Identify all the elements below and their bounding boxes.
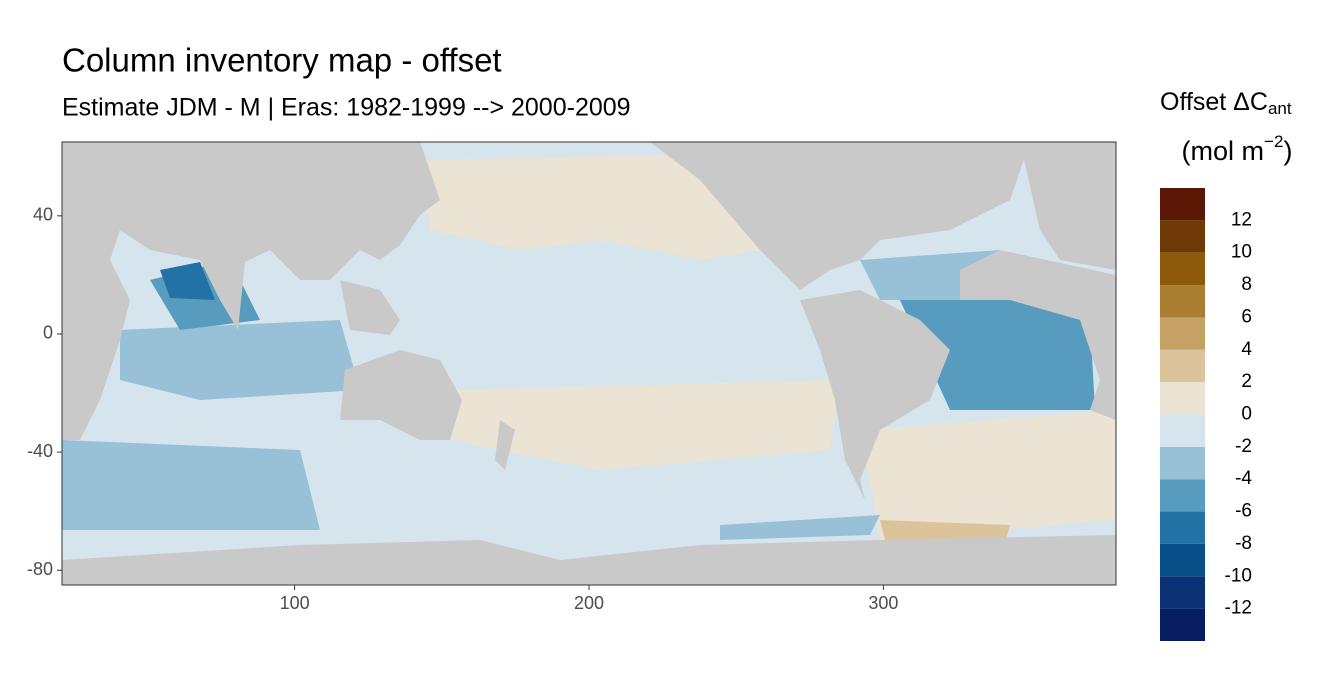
legend-unit-superscript: −2 (1264, 132, 1283, 151)
chart-title: Column inventory map - offset (62, 42, 502, 79)
legend-title-subscript: ant (1268, 99, 1292, 118)
legend-title: Offset ΔCant (1160, 88, 1292, 119)
legend-label: 6 (1241, 306, 1252, 327)
y-tick-label: 40 (33, 205, 53, 225)
legend-swatch (1160, 188, 1205, 221)
legend-title-main: Offset ΔC (1160, 88, 1268, 116)
x-tick-label: 300 (868, 593, 898, 613)
legend-swatch (1160, 446, 1205, 480)
y-tick-label: -80 (27, 559, 53, 579)
legend-unit-main: (mol m (1182, 136, 1265, 166)
legend-swatch (1160, 511, 1205, 544)
legend-label: 8 (1241, 274, 1252, 295)
legend-swatch (1160, 382, 1205, 415)
legend-label: -2 (1235, 436, 1252, 457)
x-tick-label: 200 (574, 593, 604, 613)
legend-swatch (1160, 576, 1205, 609)
legend-swatch (1160, 479, 1205, 512)
legend-swatch (1160, 414, 1205, 447)
legend-swatch (1160, 220, 1205, 253)
chart-subtitle: Estimate JDM - M | Eras: 1982-1999 --> 2… (62, 94, 631, 122)
legend-unit-end: ) (1283, 136, 1292, 166)
legend-swatch (1160, 285, 1205, 318)
legend-swatch (1160, 252, 1205, 286)
y-tick-label: -40 (27, 441, 53, 461)
legend-title-unit: (mol m−2) (1182, 132, 1293, 166)
legend-swatch (1160, 317, 1205, 350)
legend-swatch (1160, 543, 1205, 577)
legend-label: -6 (1235, 501, 1252, 522)
y-tick-label: 0 (43, 323, 53, 343)
legend-label: 2 (1241, 371, 1252, 392)
x-tick-label: 100 (280, 593, 310, 613)
legend-label: 0 (1241, 404, 1252, 425)
legend-label: -12 (1225, 598, 1252, 619)
legend-label: 4 (1241, 339, 1252, 360)
legend-swatch (1160, 608, 1205, 641)
legend-swatch (1160, 349, 1205, 383)
legend-label: -8 (1235, 533, 1252, 554)
legend-label: 12 (1231, 209, 1252, 230)
map (62, 142, 1116, 585)
legend-label: 10 (1231, 242, 1252, 263)
legend-label: -10 (1225, 565, 1252, 586)
legend-label: -4 (1235, 468, 1252, 489)
